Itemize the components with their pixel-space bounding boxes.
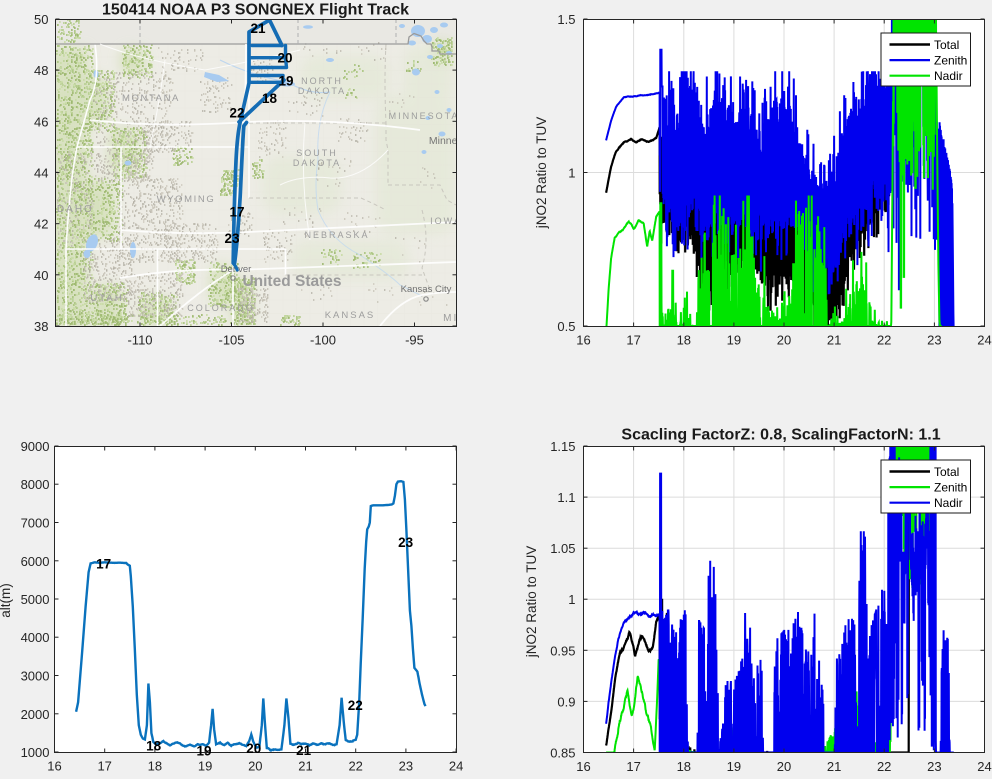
svg-text:46: 46: [34, 114, 48, 129]
svg-text:42: 42: [34, 217, 48, 232]
svg-text:17: 17: [229, 205, 244, 220]
svg-text:Nadir: Nadir: [934, 496, 963, 510]
svg-text:Total: Total: [934, 38, 959, 52]
svg-text:0.9: 0.9: [557, 694, 575, 709]
svg-text:21: 21: [827, 333, 841, 348]
svg-text:WYOMING: WYOMING: [157, 194, 216, 205]
svg-text:38: 38: [34, 319, 48, 334]
svg-text:19: 19: [196, 744, 211, 759]
svg-text:17: 17: [97, 759, 111, 774]
svg-text:16: 16: [576, 333, 590, 348]
svg-text:Kansas City: Kansas City: [401, 284, 452, 295]
svg-text:16: 16: [47, 759, 61, 774]
svg-text:23: 23: [224, 231, 240, 246]
svg-text:1: 1: [568, 166, 575, 181]
svg-text:150414 NOAA P3 SONGNEX Flight: 150414 NOAA P3 SONGNEX Flight Track: [102, 2, 409, 19]
svg-text:jNO2 Ratio to TUV: jNO2 Ratio to TUV: [524, 546, 539, 659]
svg-text:22: 22: [229, 105, 244, 120]
svg-text:23: 23: [927, 333, 941, 348]
svg-text:19: 19: [278, 74, 293, 89]
svg-text:48: 48: [34, 63, 48, 78]
svg-text:UTAH: UTAH: [90, 293, 123, 304]
svg-text:6000: 6000: [21, 554, 50, 569]
svg-text:MINNESOTA: MINNESOTA: [389, 111, 460, 121]
svg-text:23: 23: [398, 535, 414, 550]
svg-text:17: 17: [626, 759, 640, 774]
svg-text:NEBRASKA: NEBRASKA: [304, 230, 369, 240]
svg-text:3000: 3000: [21, 669, 50, 684]
svg-text:22: 22: [348, 759, 362, 774]
svg-text:Zenith: Zenith: [934, 54, 967, 68]
svg-text:1000: 1000: [21, 745, 50, 760]
svg-text:IDAHO: IDAHO: [52, 204, 94, 215]
svg-text:0.85: 0.85: [550, 746, 575, 761]
svg-text:21: 21: [296, 743, 312, 758]
svg-text:20: 20: [246, 741, 261, 756]
svg-text:Zenith: Zenith: [934, 481, 967, 495]
svg-text:19: 19: [727, 759, 741, 774]
svg-text:Scacling FactorZ: 0.8, Scaling: Scacling FactorZ: 0.8, ScalingFactorN: 1…: [621, 427, 940, 444]
svg-text:1.15: 1.15: [550, 439, 575, 454]
svg-text:18: 18: [677, 759, 691, 774]
svg-text:Nadir: Nadir: [934, 69, 963, 83]
svg-text:50: 50: [34, 12, 48, 27]
svg-text:-110: -110: [127, 333, 152, 348]
svg-text:18: 18: [146, 739, 162, 754]
svg-text:24: 24: [977, 333, 991, 348]
svg-text:-105: -105: [218, 333, 244, 348]
svg-text:KANSAS: KANSAS: [325, 310, 376, 321]
svg-text:21: 21: [250, 21, 266, 36]
svg-text:18: 18: [262, 91, 278, 106]
svg-text:22: 22: [877, 759, 891, 774]
svg-text:20: 20: [777, 333, 791, 348]
svg-text:21: 21: [827, 759, 841, 774]
svg-text:23: 23: [399, 759, 413, 774]
svg-text:2000: 2000: [21, 707, 50, 722]
svg-text:0.5: 0.5: [557, 319, 575, 334]
svg-text:5000: 5000: [21, 592, 50, 607]
svg-text:MIS: MIS: [443, 313, 467, 324]
svg-text:40: 40: [34, 268, 48, 283]
svg-text:United States: United States: [242, 273, 341, 290]
svg-text:DAKOTA: DAKOTA: [293, 158, 341, 168]
svg-text:4000: 4000: [21, 630, 50, 645]
svg-text:Total: Total: [934, 465, 959, 479]
svg-text:jNO2 Ratio to TUV: jNO2 Ratio to TUV: [534, 117, 549, 230]
svg-text:19: 19: [198, 759, 212, 774]
svg-text:7000: 7000: [21, 516, 50, 531]
svg-text:16: 16: [576, 759, 590, 774]
svg-text:9000: 9000: [21, 439, 50, 454]
svg-text:DAKOTA: DAKOTA: [298, 86, 346, 96]
svg-text:18: 18: [148, 759, 162, 774]
svg-text:20: 20: [248, 759, 262, 774]
svg-text:1.1: 1.1: [557, 490, 575, 505]
svg-text:COLORADO: COLORADO: [187, 303, 255, 313]
svg-text:23: 23: [927, 759, 941, 774]
svg-text:1: 1: [568, 592, 575, 607]
svg-text:21: 21: [298, 759, 312, 774]
svg-text:IOWA: IOWA: [430, 216, 462, 226]
svg-text:8000: 8000: [21, 477, 50, 492]
svg-text:Minneap: Minneap: [429, 135, 469, 147]
svg-text:22: 22: [877, 333, 891, 348]
svg-text:NORTH: NORTH: [301, 76, 343, 86]
svg-text:20: 20: [277, 51, 292, 66]
svg-text:17: 17: [626, 333, 640, 348]
svg-text:18: 18: [677, 333, 691, 348]
svg-text:MONTANA: MONTANA: [122, 93, 180, 104]
svg-text:24: 24: [977, 759, 991, 774]
svg-text:1.5: 1.5: [557, 12, 575, 27]
svg-text:0.95: 0.95: [550, 643, 575, 658]
svg-text:-95: -95: [405, 333, 424, 348]
svg-text:17: 17: [96, 557, 111, 572]
svg-text:22: 22: [348, 698, 363, 713]
svg-text:alt(m): alt(m): [0, 583, 13, 618]
svg-text:20: 20: [777, 759, 791, 774]
svg-text:44: 44: [34, 166, 48, 181]
svg-text:24: 24: [449, 759, 463, 774]
svg-text:SOUTH: SOUTH: [296, 148, 338, 158]
svg-text:-100: -100: [310, 333, 336, 348]
svg-text:19: 19: [727, 333, 741, 348]
svg-text:1.05: 1.05: [550, 541, 575, 556]
